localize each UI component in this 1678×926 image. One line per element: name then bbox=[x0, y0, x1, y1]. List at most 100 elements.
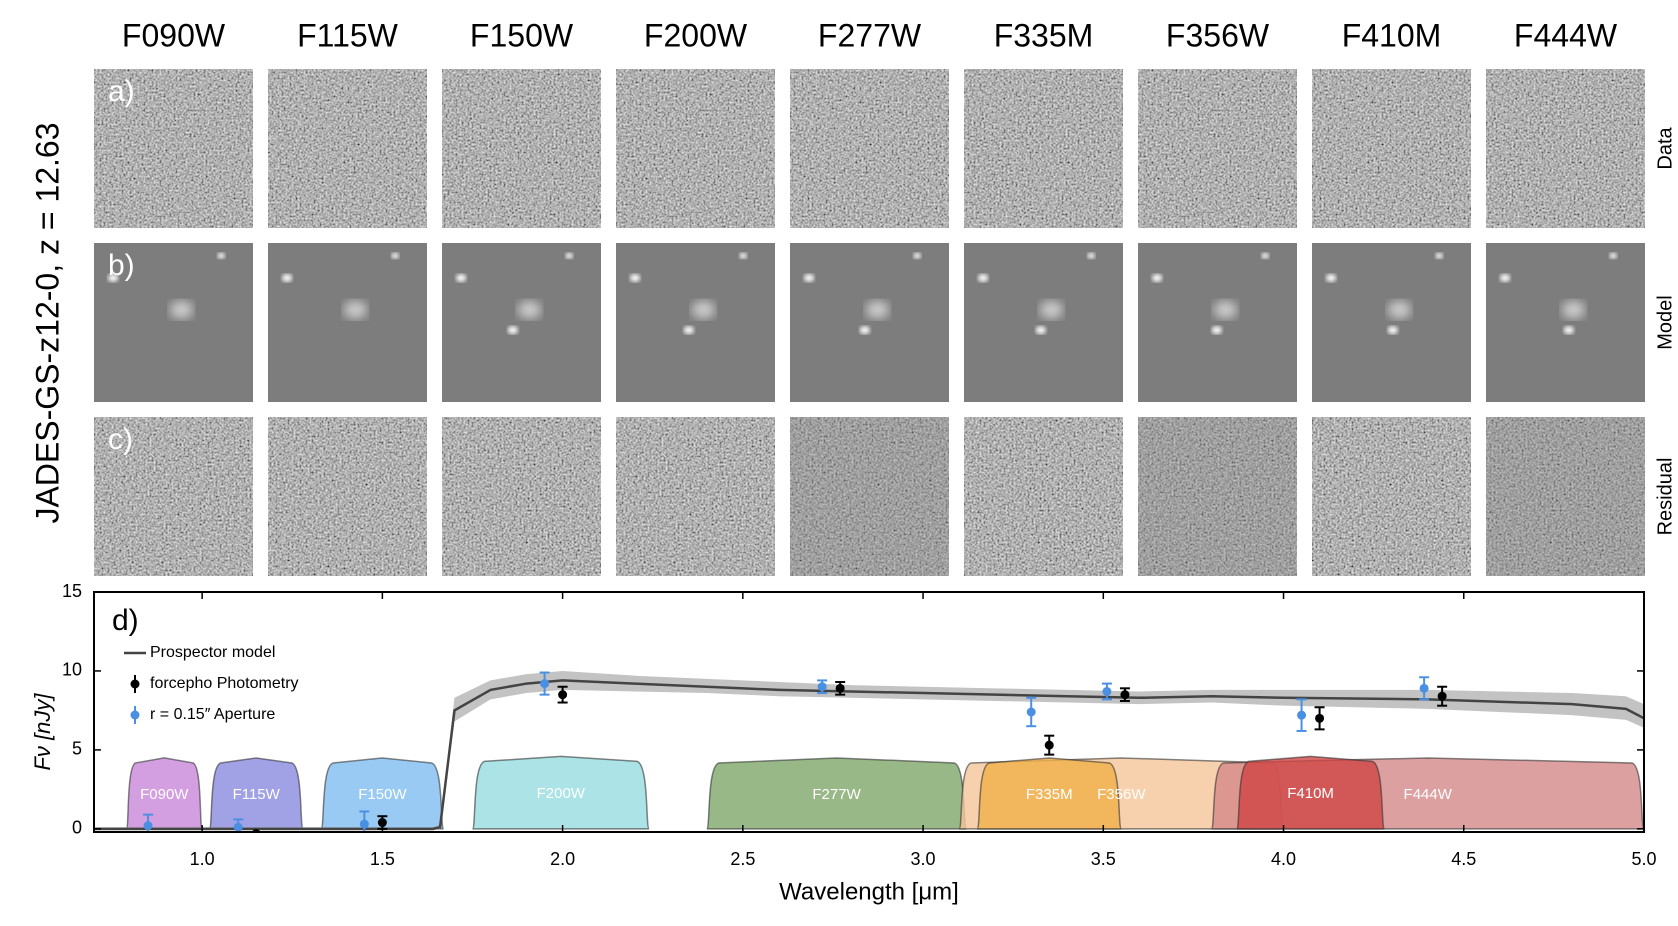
model-source bbox=[565, 252, 574, 259]
model-source bbox=[1609, 252, 1618, 259]
plot-frame bbox=[93, 591, 1645, 833]
model-source bbox=[1151, 273, 1163, 282]
model-source bbox=[107, 273, 119, 282]
model-source bbox=[1211, 326, 1222, 335]
image-grid: F090W F115W F150W F200W F277W F335M F356W F410M… bbox=[94, 17, 1676, 576]
data-image bbox=[790, 69, 949, 228]
data-point bbox=[1119, 687, 1130, 702]
point bbox=[1297, 710, 1307, 720]
filter-curve bbox=[125, 757, 203, 830]
model-source bbox=[1039, 300, 1064, 319]
point bbox=[835, 683, 845, 693]
point bbox=[1120, 690, 1130, 700]
point bbox=[1044, 740, 1054, 750]
filter-name: F356W bbox=[1097, 786, 1146, 803]
data-image bbox=[94, 69, 253, 228]
filter-curve bbox=[471, 755, 650, 830]
x-tick-label: 3.0 bbox=[911, 849, 936, 869]
x-tick-label: 4.5 bbox=[1451, 849, 1476, 869]
point bbox=[143, 821, 153, 831]
point bbox=[1437, 691, 1447, 701]
model-source bbox=[391, 252, 400, 259]
data-image bbox=[268, 69, 427, 228]
point bbox=[558, 690, 568, 700]
x-tick-label: 4.0 bbox=[1271, 849, 1296, 869]
model-image bbox=[790, 243, 949, 402]
model-source bbox=[1499, 273, 1511, 282]
data-image bbox=[616, 69, 775, 228]
model-image bbox=[1312, 243, 1471, 402]
model-source bbox=[1387, 326, 1398, 335]
legend-marker bbox=[130, 710, 140, 720]
model-image bbox=[964, 243, 1123, 402]
row-label: Model bbox=[1654, 295, 1676, 349]
x-tick-label: 2.0 bbox=[550, 849, 575, 869]
x-tick-label: 2.5 bbox=[730, 849, 755, 869]
residual-image bbox=[790, 417, 949, 576]
point bbox=[251, 829, 261, 832]
filter-label: F335M bbox=[994, 17, 1094, 53]
panel-label: d) bbox=[112, 604, 139, 637]
y-tick-label: 10 bbox=[62, 660, 82, 680]
model-source bbox=[739, 252, 748, 259]
model-image bbox=[94, 243, 253, 402]
data-point bbox=[1026, 696, 1037, 728]
filter-label: F277W bbox=[818, 17, 922, 53]
x-tick-label: 3.5 bbox=[1091, 849, 1116, 869]
model-image bbox=[268, 243, 427, 402]
filter-name: F115W bbox=[233, 786, 281, 803]
filter-label: F115W bbox=[297, 17, 399, 53]
data-point bbox=[251, 829, 262, 832]
model-line bbox=[94, 679, 1644, 831]
model-source bbox=[683, 326, 694, 335]
model-image bbox=[1486, 243, 1645, 402]
model-source bbox=[859, 326, 870, 335]
data-point bbox=[557, 685, 568, 704]
legend-marker bbox=[130, 679, 140, 689]
x-axis-label: Wavelength [μm] bbox=[779, 878, 959, 905]
model-image bbox=[1138, 243, 1297, 402]
filter-curve bbox=[1235, 755, 1386, 830]
data-point bbox=[835, 681, 846, 696]
model-image bbox=[442, 243, 601, 402]
data-point bbox=[1296, 698, 1307, 732]
data-image bbox=[1138, 69, 1297, 228]
data-point bbox=[143, 813, 154, 832]
data-point bbox=[233, 818, 244, 832]
residual-image bbox=[1312, 417, 1471, 576]
filter-label: F150W bbox=[470, 17, 574, 53]
x-tick-label: 1.0 bbox=[190, 849, 215, 869]
model-source bbox=[1387, 300, 1412, 319]
model-image bbox=[616, 243, 775, 402]
filter-curve bbox=[976, 757, 1123, 830]
legend-label: Prospector model bbox=[150, 644, 275, 661]
panel-label: a) bbox=[108, 75, 135, 108]
data-point bbox=[1437, 685, 1448, 707]
model-source bbox=[507, 326, 518, 335]
point bbox=[817, 682, 827, 692]
x-tick-label: 5.0 bbox=[1631, 849, 1656, 869]
filter-name: F335M bbox=[1026, 786, 1073, 803]
model-source bbox=[281, 273, 293, 282]
residual-image bbox=[1138, 417, 1297, 576]
data-point bbox=[1314, 706, 1325, 731]
data-point bbox=[817, 679, 828, 695]
filter-label: F444W bbox=[1514, 17, 1618, 53]
y-axis-label: Fν [nJy] bbox=[30, 693, 55, 771]
x-tick-label: 1.5 bbox=[370, 849, 395, 869]
data-image bbox=[964, 69, 1123, 228]
filter-name: F444W bbox=[1404, 786, 1453, 803]
model-source bbox=[803, 273, 815, 282]
residual-image bbox=[94, 417, 253, 576]
residual-image bbox=[1486, 417, 1645, 576]
filter-label: F200W bbox=[644, 17, 748, 53]
filter-name: F090W bbox=[140, 786, 189, 803]
model-source bbox=[217, 252, 226, 259]
data-image bbox=[442, 69, 601, 228]
data-point bbox=[1044, 734, 1055, 756]
model-source bbox=[517, 300, 542, 319]
model-source bbox=[169, 300, 194, 319]
legend-label: forcepho Photometry bbox=[150, 675, 299, 692]
data-point bbox=[1419, 676, 1430, 701]
